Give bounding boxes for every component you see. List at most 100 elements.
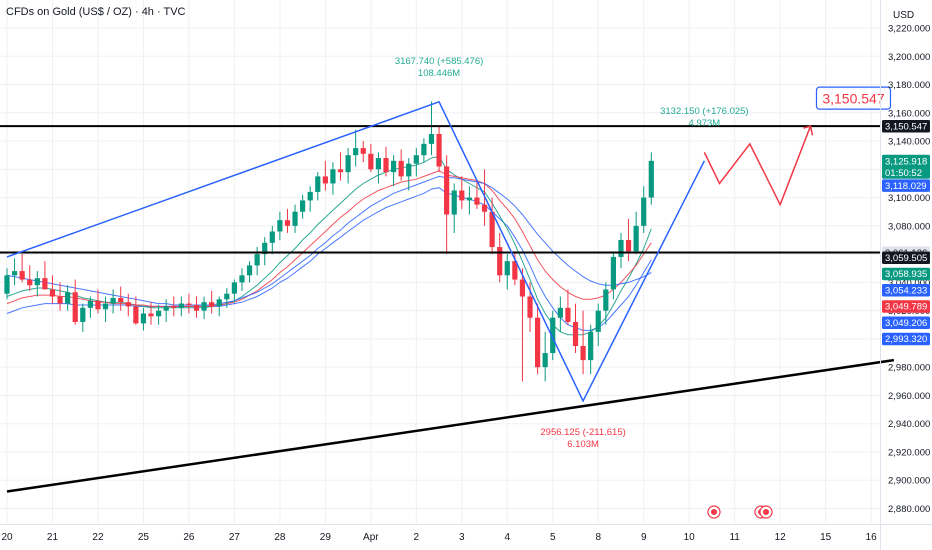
annotation: 3132.150 (+176.025)4.973M — [660, 106, 748, 129]
y-tick-label: 2,880.000 — [888, 504, 930, 515]
candle — [224, 288, 230, 308]
candle-body — [428, 133, 435, 144]
candle — [436, 126, 442, 173]
x-tick-label: 9 — [641, 532, 647, 543]
candle — [451, 183, 457, 233]
candle-body — [572, 321, 579, 346]
price-tag: 3,049.206 — [882, 316, 930, 329]
candle — [497, 232, 503, 283]
y-tick-label: 3,040.000 — [888, 278, 930, 289]
candle-body — [315, 176, 321, 192]
candle-body — [595, 310, 601, 332]
candle — [110, 289, 116, 314]
x-tick-label: 26 — [183, 532, 195, 543]
candle — [459, 176, 465, 209]
price-tag-value: 3,054.233 — [885, 285, 927, 296]
price-tag-value: 3,058.935 — [885, 269, 927, 280]
target-box — [815, 86, 892, 110]
annotation-text: 3132.150 (+176.025) — [660, 106, 748, 117]
candle-body — [390, 160, 397, 173]
candle — [618, 232, 624, 269]
candle-body — [80, 307, 86, 322]
candle-body — [209, 302, 215, 307]
candle-body — [398, 160, 404, 177]
candle — [474, 180, 480, 209]
candle-body — [178, 303, 184, 308]
candle — [262, 237, 268, 266]
candle — [353, 129, 359, 167]
candle — [610, 251, 616, 300]
candle-body — [110, 297, 116, 304]
candle — [504, 254, 510, 290]
candle — [80, 303, 86, 332]
candle — [148, 302, 154, 325]
candle — [444, 155, 450, 255]
x-tick-label: 3 — [459, 532, 465, 543]
y-tick-label: 2,920.000 — [888, 447, 930, 458]
y-tick-label: 3,220.000 — [888, 24, 930, 35]
candle — [246, 261, 253, 283]
candle — [27, 265, 33, 291]
zigzag-line — [6, 100, 706, 403]
candle-body — [292, 211, 298, 226]
candle — [595, 303, 601, 346]
candle-body — [459, 190, 465, 201]
y-tick-label: 2,960.000 — [888, 391, 930, 402]
candle — [34, 271, 40, 297]
candle — [542, 331, 548, 382]
annotation-text: 3167.740 (+585.476) — [395, 56, 483, 67]
candle — [603, 282, 609, 325]
candle — [322, 160, 328, 191]
candle — [421, 138, 427, 163]
candle — [360, 141, 366, 163]
price-tag-bg — [882, 251, 930, 264]
price-tag-value: 3,118.029 — [885, 181, 927, 192]
candle — [171, 296, 177, 317]
y-tick-label: 2,980.000 — [888, 363, 930, 374]
candle — [406, 158, 412, 191]
candle-body — [413, 155, 419, 164]
candle — [57, 282, 63, 311]
ma-line-1 — [6, 187, 652, 331]
candle-body — [436, 133, 442, 167]
candle-body — [421, 143, 427, 156]
x-tick-label: 25 — [138, 532, 150, 543]
candle-body — [224, 293, 230, 300]
projection-line — [703, 125, 812, 207]
y-tick-label: 3,160.000 — [888, 108, 930, 119]
x-tick-label: 27 — [229, 532, 241, 543]
candle-body — [156, 310, 162, 317]
candle-body — [87, 300, 93, 308]
candle-body — [535, 317, 541, 368]
price-tag-value: 3,150.547 — [885, 121, 927, 132]
price-tag: 3,059.505 — [882, 251, 930, 264]
candle — [375, 152, 382, 184]
candle — [648, 152, 654, 205]
x-tick-label: 28 — [274, 532, 286, 543]
price-tag-value: 3,059.505 — [885, 253, 927, 264]
candle — [565, 289, 571, 325]
candle-body — [519, 279, 526, 297]
ma-line-3 — [6, 170, 652, 307]
x-tick-label: 12 — [775, 532, 787, 543]
candle — [254, 247, 260, 276]
x-tick-label: 21 — [47, 532, 59, 543]
x-tick-label: 20 — [1, 532, 13, 543]
candle — [239, 268, 245, 291]
candle — [345, 148, 351, 184]
candle — [398, 149, 404, 181]
currency-label: USD — [893, 10, 915, 21]
candle-body — [148, 313, 154, 317]
candle — [330, 162, 336, 195]
candle-body — [34, 278, 40, 286]
candle-body — [360, 148, 366, 154]
price-tag-bg — [882, 332, 930, 346]
candle — [550, 310, 556, 361]
candle — [186, 293, 192, 314]
candle-body — [300, 200, 306, 212]
candle-body — [527, 296, 533, 318]
candle — [337, 152, 344, 181]
candle-body — [42, 278, 48, 290]
candle-body — [368, 153, 374, 170]
